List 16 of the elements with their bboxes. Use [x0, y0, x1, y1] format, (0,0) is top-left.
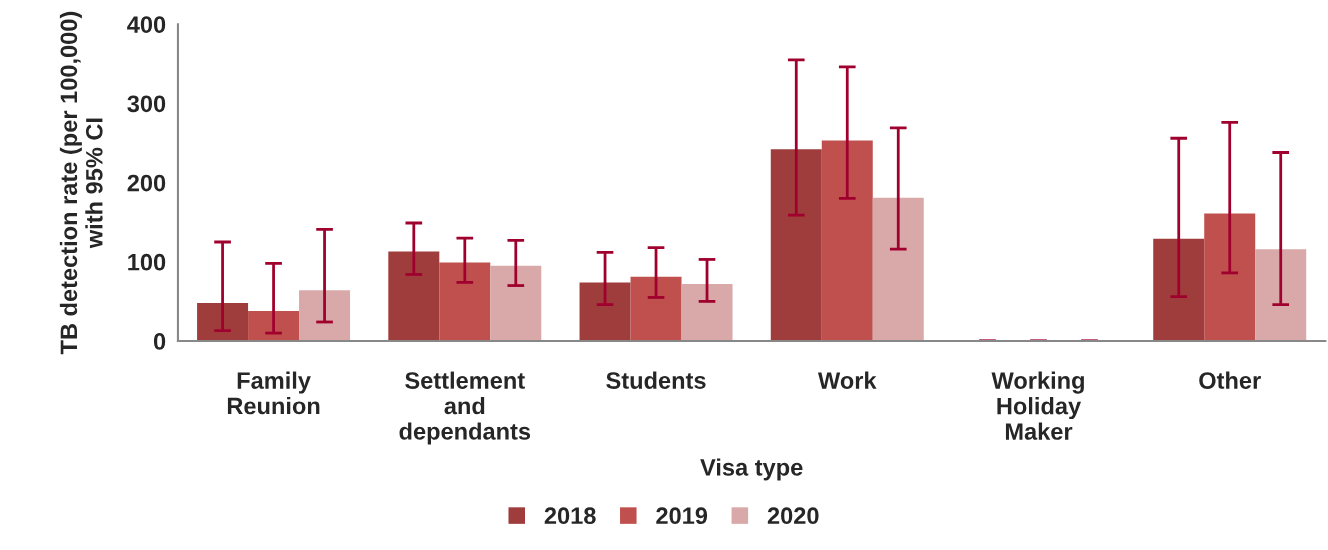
x-tick-label: Working Holiday Maker: [991, 371, 1084, 440]
legend-label: 2019: [656, 507, 708, 525]
y-axis-title: TB detection rate (per 100,000) with 95% CI: [59, 11, 103, 355]
y-tick-label: 100: [128, 253, 166, 271]
x-axis-title: Visa type: [700, 458, 803, 481]
x-tick-label: Family Reunion: [227, 371, 320, 415]
x-tick-label: Settlement and dependants: [399, 371, 531, 445]
y-tick-label: 0: [153, 333, 166, 350]
y-tick-label: 400: [127, 16, 166, 33]
y-tick-label: 200: [127, 174, 166, 192]
x-tick-label: Students: [606, 371, 706, 389]
legend-label: 2018: [544, 507, 596, 525]
x-tick-label: Other: [1199, 371, 1261, 389]
legend-label: 2020: [767, 507, 819, 525]
x-tick-label: Work: [817, 371, 877, 389]
y-tick-label: 300: [127, 95, 166, 113]
